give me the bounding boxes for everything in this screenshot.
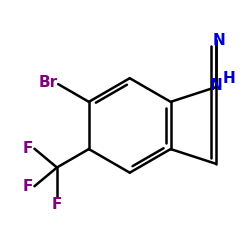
Text: F: F: [23, 141, 33, 156]
Text: N: N: [213, 32, 226, 48]
Text: N: N: [209, 78, 222, 93]
Text: F: F: [23, 179, 33, 194]
Text: Br: Br: [38, 75, 57, 90]
Text: F: F: [52, 197, 62, 212]
Text: H: H: [222, 71, 235, 86]
